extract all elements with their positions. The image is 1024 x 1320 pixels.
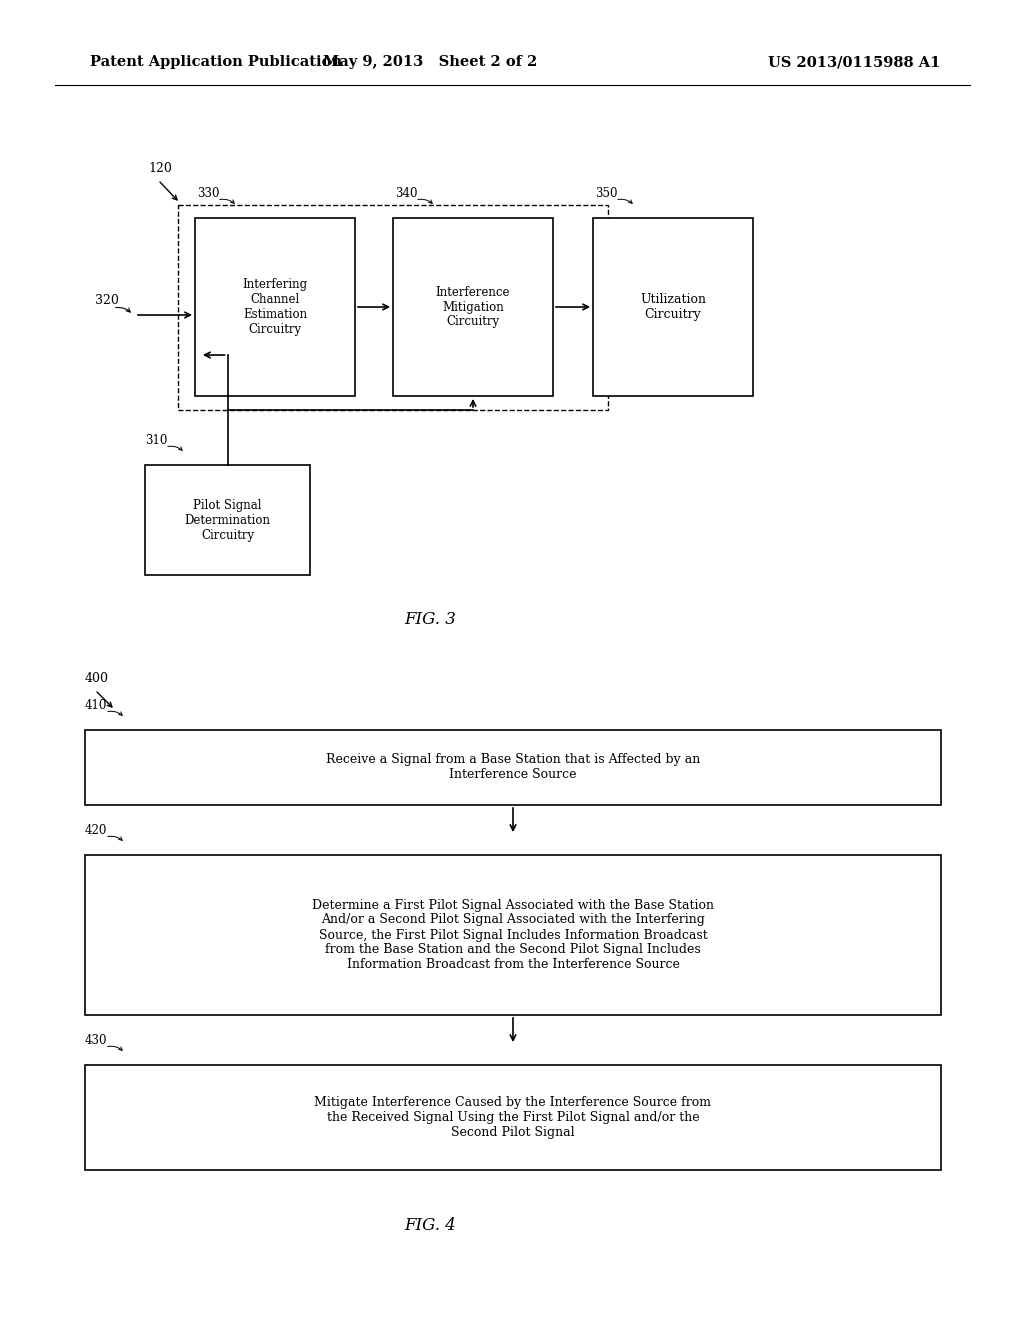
- Text: Interfering
Channel
Estimation
Circuitry: Interfering Channel Estimation Circuitry: [243, 279, 307, 337]
- Text: 120: 120: [148, 162, 172, 176]
- Text: Pilot Signal
Determination
Circuitry: Pilot Signal Determination Circuitry: [184, 499, 270, 541]
- Text: 340: 340: [395, 187, 418, 201]
- Text: 350: 350: [595, 187, 617, 201]
- Text: Patent Application Publication: Patent Application Publication: [90, 55, 342, 69]
- Text: Mitigate Interference Caused by the Interference Source from
the Received Signal: Mitigate Interference Caused by the Inte…: [314, 1096, 712, 1139]
- Bar: [393, 218, 553, 396]
- Text: Utilization
Circuitry: Utilization Circuitry: [640, 293, 706, 321]
- Text: 430: 430: [85, 1034, 108, 1047]
- Text: FIG. 3: FIG. 3: [404, 611, 456, 628]
- Text: 310: 310: [145, 434, 167, 447]
- Text: Determine a First Pilot Signal Associated with the Base Station
And/or a Second : Determine a First Pilot Signal Associate…: [312, 899, 714, 972]
- Bar: [178, 205, 608, 411]
- Text: May 9, 2013   Sheet 2 of 2: May 9, 2013 Sheet 2 of 2: [323, 55, 538, 69]
- Bar: [85, 1065, 941, 1170]
- Text: 410: 410: [85, 700, 108, 711]
- Text: 320: 320: [95, 294, 119, 308]
- Bar: [195, 218, 355, 396]
- Bar: [593, 218, 753, 396]
- Text: Receive a Signal from a Base Station that is Affected by an
Interference Source: Receive a Signal from a Base Station tha…: [326, 754, 700, 781]
- Bar: [85, 855, 941, 1015]
- Text: FIG. 4: FIG. 4: [404, 1217, 456, 1233]
- Bar: [145, 465, 310, 576]
- Text: US 2013/0115988 A1: US 2013/0115988 A1: [768, 55, 940, 69]
- Text: 330: 330: [197, 187, 219, 201]
- Text: 400: 400: [85, 672, 109, 685]
- Text: Interference
Mitigation
Circuitry: Interference Mitigation Circuitry: [436, 285, 510, 329]
- Bar: [85, 730, 941, 805]
- Text: 420: 420: [85, 824, 108, 837]
